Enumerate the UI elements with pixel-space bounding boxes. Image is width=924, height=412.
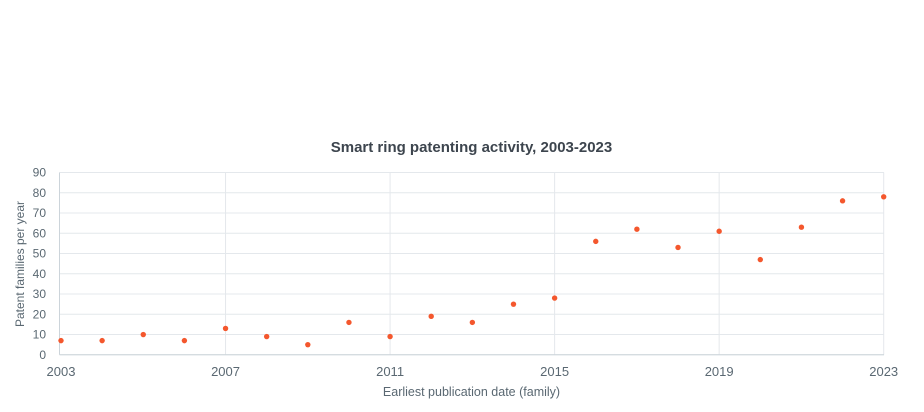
y-axis-title: Patent families per year <box>13 200 27 328</box>
x-axis-title: Earliest publication date (family) <box>382 385 561 399</box>
x-tick-label: 2003 <box>47 364 76 379</box>
y-tick-labels: 0 10 20 30 40 50 60 70 80 90 <box>33 166 47 362</box>
x-tick-label: 2011 <box>376 364 404 379</box>
x-tick-label: 2023 <box>869 364 898 379</box>
data-point <box>346 319 352 326</box>
axis-lines <box>59 172 884 356</box>
data-point <box>798 224 805 230</box>
data-points <box>58 194 887 348</box>
y-tick-label: 90 <box>33 166 47 180</box>
data-point <box>99 337 105 344</box>
y-tick-label: 80 <box>33 186 47 200</box>
y-tick-label: 60 <box>33 226 47 240</box>
grid-lines <box>59 172 885 356</box>
x-tick-label: 2015 <box>540 364 569 379</box>
data-point <box>387 333 393 340</box>
y-tick-label: 30 <box>33 287 47 301</box>
y-tick-label: 50 <box>33 247 47 261</box>
y-tick-label: 70 <box>33 206 47 220</box>
data-point <box>716 228 722 234</box>
data-point <box>839 198 846 204</box>
data-point <box>469 319 476 326</box>
y-tick-label: 0 <box>39 348 46 362</box>
data-point <box>263 333 270 340</box>
y-tick-label: 20 <box>33 307 47 321</box>
data-point <box>222 325 229 332</box>
data-point <box>510 301 517 307</box>
data-point <box>140 331 146 338</box>
chart-title: Smart ring patenting activity, 2003-2023 <box>330 139 613 156</box>
data-point <box>634 226 640 232</box>
data-point <box>551 295 558 301</box>
data-point <box>757 256 763 263</box>
data-point <box>58 337 64 344</box>
data-point <box>428 313 434 320</box>
x-tick-labels: 2003 2007 2011 2015 2019 2023 <box>47 364 899 379</box>
data-point <box>593 238 599 245</box>
y-tick-label: 40 <box>33 267 47 281</box>
x-tick-label: 2007 <box>211 364 240 379</box>
data-point <box>305 341 311 348</box>
data-point <box>881 194 887 200</box>
data-point <box>181 337 188 344</box>
x-tick-label: 2019 <box>705 364 734 379</box>
y-tick-label: 10 <box>33 328 47 342</box>
data-point <box>675 244 681 251</box>
